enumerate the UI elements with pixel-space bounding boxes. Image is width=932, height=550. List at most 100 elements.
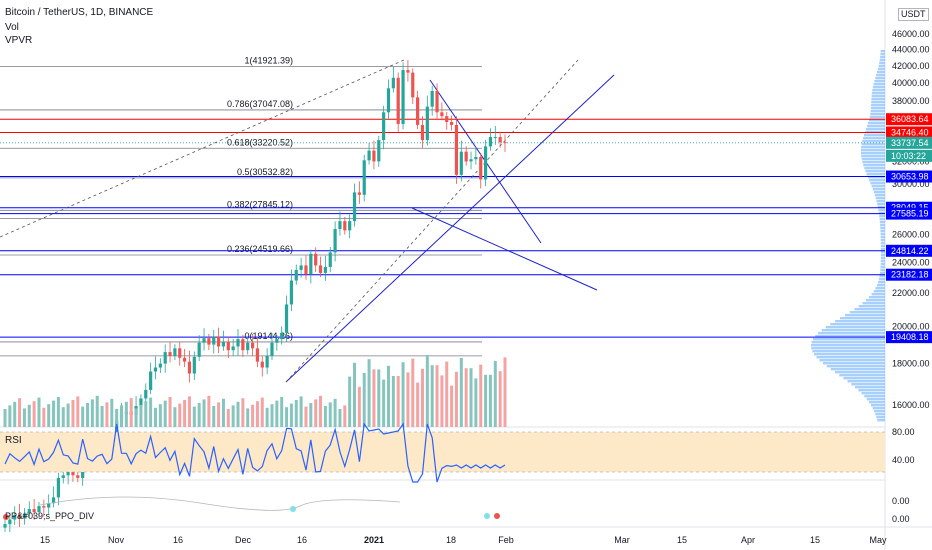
candle-body <box>284 304 289 333</box>
volume-bar <box>391 376 395 427</box>
vpvr-bar <box>869 179 885 182</box>
fib-label: 0.786(37047.08) <box>227 99 293 109</box>
candle-body <box>406 70 410 73</box>
volume-bar <box>187 396 191 427</box>
ppo-signal-dot <box>290 506 296 512</box>
price-tick-label: 38000.00 <box>892 96 930 106</box>
volume-bar <box>367 359 371 427</box>
candle-body <box>173 348 177 356</box>
volume-bar <box>323 406 327 427</box>
volume-bar <box>144 401 148 427</box>
candle-body <box>314 253 318 266</box>
candle-body <box>183 357 187 362</box>
candle-body <box>168 352 172 356</box>
volume-bar <box>149 397 153 427</box>
vpvr-bar <box>876 284 885 287</box>
volume-bar <box>231 405 235 427</box>
vpvr-bar <box>880 245 885 248</box>
vpvr-bar <box>862 161 885 164</box>
volume-bar <box>328 402 332 427</box>
candle-body <box>270 342 274 356</box>
vpvr-bar <box>880 233 885 236</box>
candle-body <box>304 265 308 275</box>
vpvr-bar <box>830 323 885 326</box>
candle-body <box>493 137 497 139</box>
candle-body <box>197 342 201 357</box>
vpvr-bar <box>879 62 885 65</box>
vpvr-bar <box>870 113 885 116</box>
volume-bar <box>285 407 289 427</box>
candle-body <box>149 371 153 390</box>
volume-bar <box>416 382 420 427</box>
candle-body <box>488 137 493 147</box>
volume-bar <box>343 405 347 427</box>
candle-body <box>469 159 473 162</box>
vpvr-bar <box>858 305 885 308</box>
vpvr-indicator-label[interactable]: VPVR <box>5 35 33 46</box>
vpvr-bar <box>862 140 885 143</box>
vpvr-bar <box>880 56 885 59</box>
vpvr-bar <box>819 359 885 362</box>
volume-bar <box>178 403 182 427</box>
vpvr-bar <box>868 122 885 125</box>
vpvr-bar <box>815 335 885 338</box>
volume-bar <box>333 398 337 427</box>
fib-label: 0(19144.26) <box>244 331 293 341</box>
volume-bar <box>280 397 284 427</box>
volume-bar <box>124 401 128 427</box>
candle-body <box>352 192 357 222</box>
candle-body <box>450 121 454 125</box>
candle-body <box>309 253 313 275</box>
vpvr-bar <box>872 86 885 89</box>
vpvr-bar <box>873 290 885 293</box>
volume-bar <box>95 395 99 427</box>
vpvr-bar <box>880 239 885 242</box>
vpvr-bar <box>880 53 885 56</box>
volume-bar <box>71 400 75 427</box>
trendline <box>285 74 615 383</box>
candle-body <box>13 514 17 520</box>
vpvr-bar <box>878 278 885 281</box>
vpvr-bar <box>880 266 885 269</box>
volume-bar <box>27 404 31 427</box>
time-tick-label: Nov <box>108 535 125 545</box>
level-price-tag-bg <box>886 113 932 126</box>
candle-body <box>144 389 148 399</box>
ppo-signal-dot <box>494 513 500 519</box>
vpvr-bar <box>872 89 885 92</box>
ppo-line <box>39 496 401 511</box>
vpvr-bar <box>863 134 885 137</box>
vpvr-bar <box>871 98 885 101</box>
vpvr-bar <box>880 269 885 272</box>
vpvr-bar <box>871 104 885 107</box>
vpvr-bar <box>870 110 885 113</box>
price-tick-label: 40000.00 <box>892 78 930 88</box>
ppo-pane-label[interactable]: PP&#039;s_PPO_DIV <box>5 511 95 521</box>
volume-bar <box>86 403 90 427</box>
fib-trend-dashed <box>285 59 579 383</box>
candle-body <box>474 157 478 160</box>
vpvr-bar <box>811 347 885 350</box>
candle-body <box>61 475 65 478</box>
candle-body <box>22 513 27 519</box>
fib-label: 0.5(30532.82) <box>237 167 293 177</box>
price-tick-label: 26000.00 <box>892 229 930 239</box>
volume-bar <box>314 399 318 427</box>
rsi-pane-label[interactable]: RSI <box>5 435 22 446</box>
candle-body <box>377 140 381 162</box>
vpvr-bar <box>843 377 885 380</box>
fib-label: 0.382(27845.12) <box>227 199 293 209</box>
volume-bar <box>22 408 26 427</box>
volume-bar <box>153 407 157 427</box>
currency-badge[interactable]: USDT <box>898 8 929 21</box>
candle-body <box>464 151 468 162</box>
volume-bar <box>488 374 492 427</box>
price-tick-label: 20000.00 <box>892 322 930 332</box>
candle-body <box>289 280 294 305</box>
volume-bar <box>81 406 85 427</box>
volume-indicator-label[interactable]: Vol <box>5 22 19 33</box>
vpvr-bar <box>872 188 885 191</box>
vpvr-bar <box>880 227 885 230</box>
candle-body <box>338 221 342 230</box>
price-tick-label: 30000.00 <box>892 179 930 189</box>
